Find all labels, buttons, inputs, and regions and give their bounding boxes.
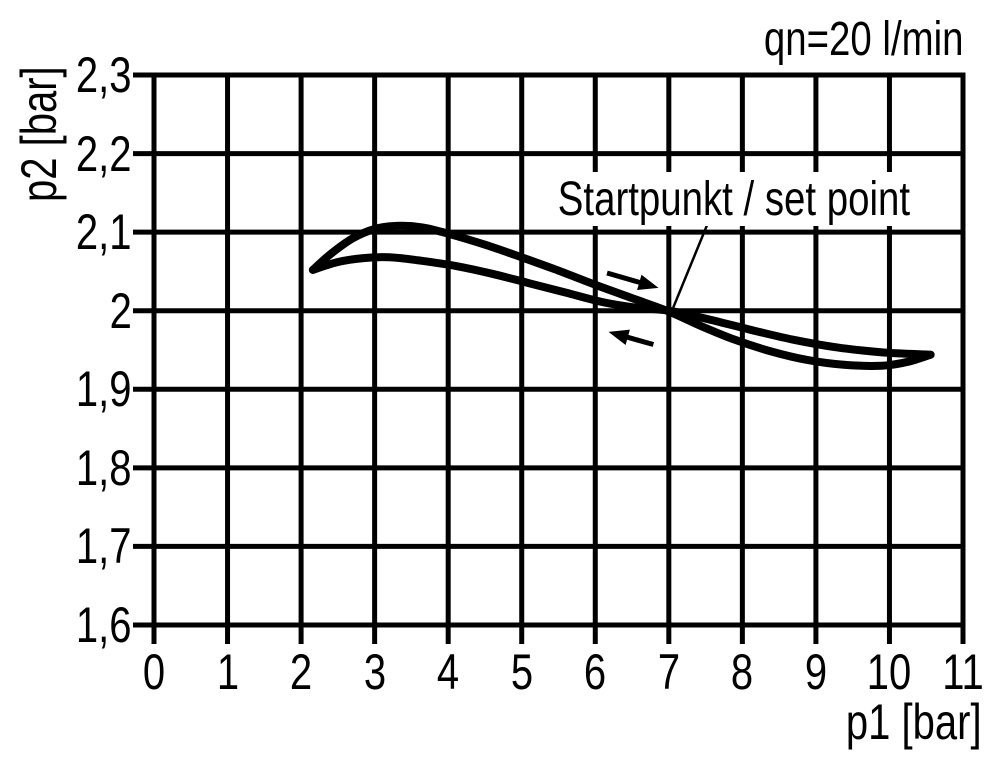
x-tick-label: 9	[804, 644, 828, 700]
x-tick-label: 1	[216, 644, 239, 700]
arrow-left-icon	[608, 329, 655, 347]
y-tick-label: 2,1	[76, 204, 132, 261]
x-tick-label: 5	[510, 644, 533, 700]
y-axis-label: p2 [bar]	[11, 66, 67, 202]
y-tick-label: 1,8	[76, 439, 132, 496]
flow-rate-label: qn=20 l/min	[763, 13, 963, 66]
y-tick-label: 1,7	[76, 518, 132, 575]
x-tick-label: 11	[942, 644, 984, 700]
y-tick-label: 2,2	[76, 125, 132, 182]
x-tick-label: 6	[584, 644, 607, 700]
curve-p1-increasing-branch	[308, 221, 935, 370]
x-tick-label: 10	[867, 644, 912, 700]
x-tick-label: 3	[363, 644, 386, 700]
y-tick-label: 2,3	[76, 47, 132, 103]
x-tick-label: 0	[142, 644, 166, 700]
set-point-leader-line	[672, 224, 709, 309]
x-tick-label: 2	[289, 644, 313, 700]
x-tick-label: 7	[657, 644, 680, 700]
tick-marks	[133, 72, 966, 644]
y-tick-label: 1,9	[76, 361, 132, 418]
grid	[151, 72, 966, 628]
arrow-right-icon	[606, 270, 659, 290]
y-tick-label: 2	[109, 282, 132, 339]
x-axis-label: p1 [bar]	[846, 694, 982, 750]
x-tick-label: 8	[731, 644, 754, 700]
y-tick-label: 1,6	[76, 597, 132, 653]
x-tick-label: 4	[437, 644, 460, 700]
set-point-label: Startpunkt / set point	[553, 172, 915, 226]
curve-p1-decreasing-branch	[308, 253, 935, 359]
